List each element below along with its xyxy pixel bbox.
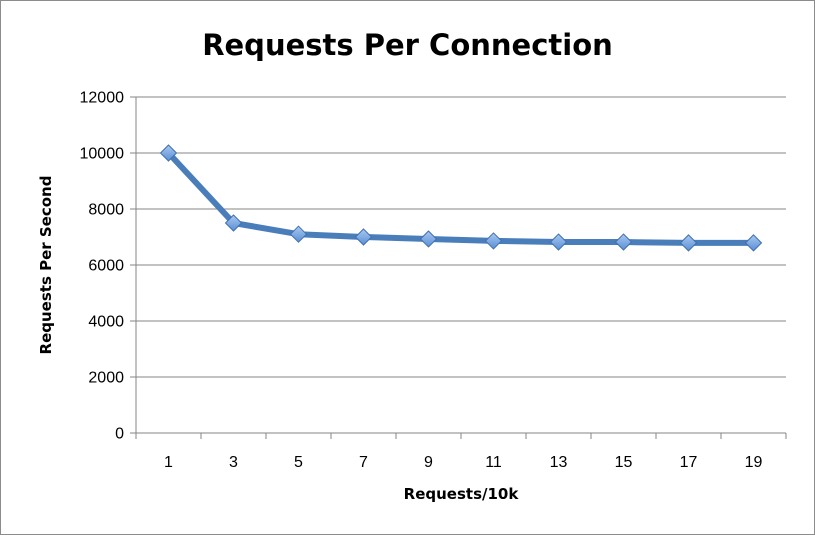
series-line-path	[165, 150, 757, 246]
x-tick-label: 19	[745, 454, 763, 471]
x-tick-label: 13	[550, 454, 568, 471]
data-point-marker	[679, 234, 698, 252]
y-tick-label: 8000	[88, 202, 124, 219]
chart-title: Requests Per Connection	[202, 28, 613, 62]
data-point-marker	[484, 232, 503, 250]
data-point-marker	[224, 214, 243, 232]
data-point-marker	[159, 144, 178, 162]
y-tick-label: 12000	[80, 90, 125, 107]
data-point-marker	[549, 233, 568, 251]
x-tick-label: 5	[294, 454, 303, 471]
y-tick-label: 10000	[80, 146, 125, 163]
x-tick-label: 9	[424, 454, 433, 471]
data-points	[159, 144, 763, 252]
y-tick-label: 6000	[88, 258, 124, 275]
x-axis-title: Requests/10k	[404, 485, 520, 503]
data-point-marker	[744, 234, 763, 252]
series-line	[165, 150, 757, 246]
gridlines	[136, 96, 786, 378]
y-tick-label: 4000	[88, 314, 124, 331]
y-tick-label: 2000	[88, 370, 124, 387]
data-point-marker	[614, 233, 633, 251]
data-point-marker	[419, 230, 438, 248]
y-tick-label: 0	[115, 426, 124, 443]
x-tick-label: 1	[164, 454, 173, 471]
x-tick-label: 11	[485, 454, 502, 471]
x-tick-label: 15	[615, 454, 633, 471]
data-point-marker	[289, 225, 308, 243]
axes	[130, 96, 787, 439]
x-tick-label: 7	[359, 454, 368, 471]
y-axis-title: Requests Per Second	[37, 176, 55, 355]
data-point-marker	[354, 228, 373, 246]
x-tick-label: 17	[680, 454, 698, 471]
x-tick-label: 3	[229, 454, 238, 471]
